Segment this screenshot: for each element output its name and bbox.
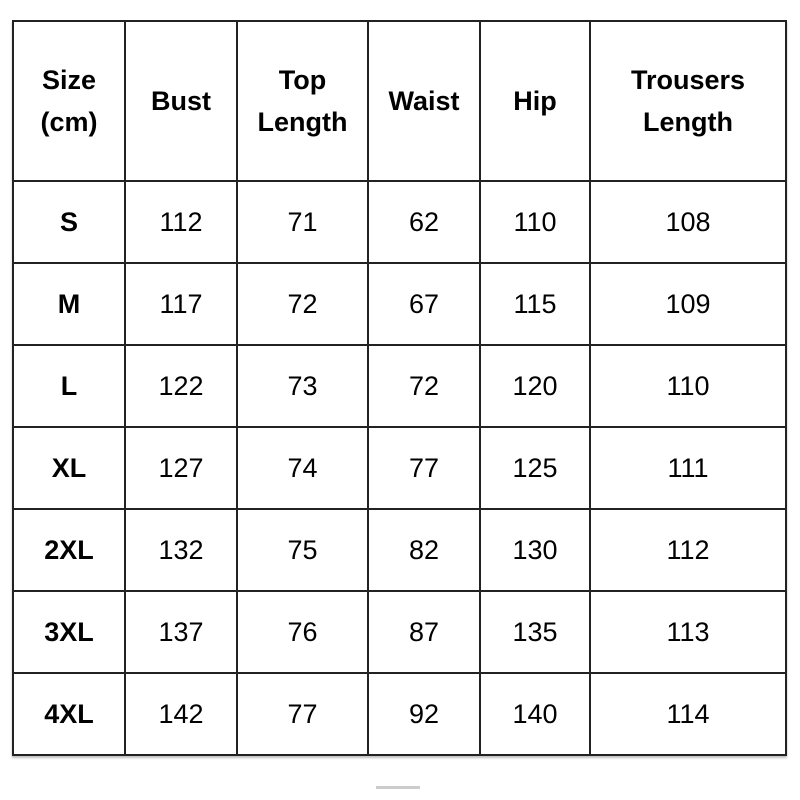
header-text: Waist	[388, 86, 460, 116]
cell-hip: 110	[479, 180, 591, 264]
header-bust: Bust	[124, 20, 238, 182]
header-text: Length	[257, 107, 348, 137]
cell-top-length: 75	[236, 508, 369, 592]
cell-trousers-length: 114	[589, 672, 787, 756]
cell-hip: 115	[479, 262, 591, 346]
cell-top-length: 76	[236, 590, 369, 674]
table-row: L 122 73 72 120 110	[12, 344, 787, 428]
header-text: Top	[278, 65, 327, 95]
cell-waist: 62	[367, 180, 481, 264]
cell-trousers-length: 111	[589, 426, 787, 510]
cell-top-length: 72	[236, 262, 369, 346]
cell-trousers-length: 109	[589, 262, 787, 346]
cell-bust: 132	[124, 508, 238, 592]
table-row: 3XL 137 76 87 135 113	[12, 590, 787, 674]
cell-bust: 137	[124, 590, 238, 674]
cell-waist: 82	[367, 508, 481, 592]
table-row: 4XL 142 77 92 140 114	[12, 672, 787, 756]
cell-hip: 125	[479, 426, 591, 510]
header-size: Size (cm)	[12, 20, 126, 182]
cell-bust: 142	[124, 672, 238, 756]
cell-bust: 127	[124, 426, 238, 510]
cell-hip: 120	[479, 344, 591, 428]
header-text: (cm)	[40, 107, 98, 137]
cell-bust: 122	[124, 344, 238, 428]
header-text: Length	[643, 107, 733, 137]
cell-waist: 87	[367, 590, 481, 674]
header-text: Bust	[151, 86, 211, 116]
cell-size: L	[12, 344, 126, 428]
header-row: Size (cm) Bust Top Length Waist Hip Trousers Len…	[12, 20, 787, 182]
scroll-indicator	[376, 786, 420, 789]
cell-top-length: 73	[236, 344, 369, 428]
cell-waist: 72	[367, 344, 481, 428]
header-hip: Hip	[479, 20, 591, 182]
cell-trousers-length: 113	[589, 590, 787, 674]
cell-size: XL	[12, 426, 126, 510]
table-row: 2XL 132 75 82 130 112	[12, 508, 787, 592]
cell-trousers-length: 112	[589, 508, 787, 592]
cell-waist: 67	[367, 262, 481, 346]
cell-size: 4XL	[12, 672, 126, 756]
cell-hip: 130	[479, 508, 591, 592]
header-text: Trousers	[630, 65, 746, 95]
header-text: Size	[41, 65, 97, 95]
cell-trousers-length: 108	[589, 180, 787, 264]
table-row: XL 127 74 77 125 111	[12, 426, 787, 510]
cell-size: 3XL	[12, 590, 126, 674]
cell-top-length: 77	[236, 672, 369, 756]
cell-bust: 112	[124, 180, 238, 264]
header-top-length: Top Length	[236, 20, 369, 182]
cell-size: S	[12, 180, 126, 264]
cell-hip: 135	[479, 590, 591, 674]
size-chart-table: Size (cm) Bust Top Length Waist Hip Trousers Len…	[12, 20, 787, 756]
cell-size: M	[12, 262, 126, 346]
cell-size: 2XL	[12, 508, 126, 592]
cell-trousers-length: 110	[589, 344, 787, 428]
table-row: M 117 72 67 115 109	[12, 262, 787, 346]
cell-top-length: 71	[236, 180, 369, 264]
cell-hip: 140	[479, 672, 591, 756]
cell-waist: 92	[367, 672, 481, 756]
cell-top-length: 74	[236, 426, 369, 510]
header-trousers-length: Trousers Length	[589, 20, 787, 182]
header-text: Hip	[513, 86, 557, 116]
header-waist: Waist	[367, 20, 481, 182]
cell-waist: 77	[367, 426, 481, 510]
table-row: S 112 71 62 110 108	[12, 180, 787, 264]
cell-bust: 117	[124, 262, 238, 346]
